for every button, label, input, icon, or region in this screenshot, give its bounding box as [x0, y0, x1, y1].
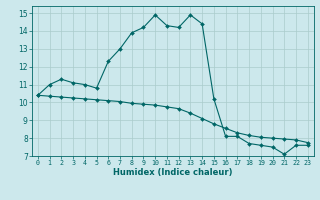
X-axis label: Humidex (Indice chaleur): Humidex (Indice chaleur) — [113, 168, 233, 177]
